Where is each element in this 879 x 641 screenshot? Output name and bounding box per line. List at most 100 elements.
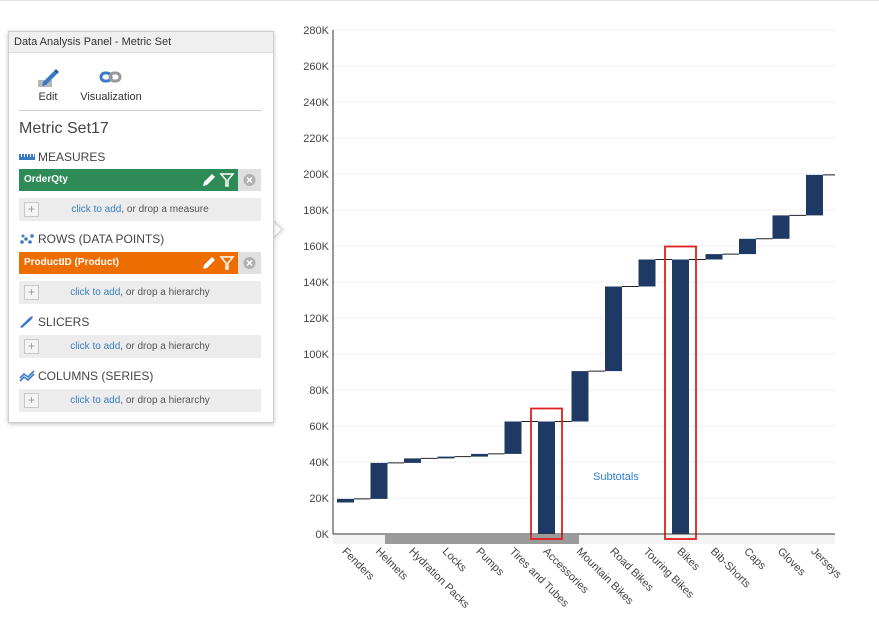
subtotal-highlights (530, 245, 697, 540)
x-tick-label: Gloves (775, 546, 808, 579)
bar-pumps (471, 453, 488, 457)
y-tick-label: 140K (303, 277, 329, 289)
add-plus-icon[interactable]: + (24, 285, 39, 300)
y-axis-ticks: 0K 20K 40K 60K 80K 100K 120K 140K 160K 180K 200K 22… (303, 25, 329, 541)
bar-touring-bikes (638, 259, 656, 287)
y-tick-label: 220K (303, 133, 329, 145)
pencil-edit-icon (38, 69, 59, 87)
drop-hint: , or drop a hierarchy (120, 287, 210, 298)
panel-title: Data Analysis Panel - Metric Set (9, 32, 273, 53)
y-tick-label: 80K (309, 385, 329, 397)
scatter-rows-icon (20, 234, 34, 244)
x-tick-label: Tires and Tubes (507, 546, 571, 610)
subtotal-highlight-box (664, 245, 697, 540)
measures-dropzone[interactable]: + click to add, or drop a measure (19, 198, 261, 221)
measure-field-label[interactable]: OrderQty (19, 169, 238, 191)
pencil-icon[interactable] (201, 255, 217, 271)
x-tick-label: Pumps (473, 546, 506, 579)
row-field-label[interactable]: ProductID (Product) (19, 252, 238, 274)
x-tick-label: Locks (440, 546, 469, 575)
measures-title: MEASURES (38, 150, 106, 164)
x-scrollbar (333, 535, 835, 544)
bar-tires-and-tubes (504, 421, 522, 454)
subtotal-highlight-box (530, 407, 563, 540)
pencil-icon[interactable] (201, 172, 217, 188)
filter-icon[interactable] (219, 255, 235, 271)
data-analysis-panel: Data Analysis Panel - Metric Set Edit Vi… (8, 31, 274, 423)
annotations: Subtotals (593, 471, 639, 483)
x-tick-label: Hydration Packs (406, 546, 471, 611)
y-tick-label: 100K (303, 349, 329, 361)
top-border (0, 0, 879, 1)
add-plus-icon[interactable]: + (24, 202, 39, 217)
metric-set-name: Metric Set17 (19, 120, 109, 137)
columns-dropzone[interactable]: + click to add, or drop a hierarchy (19, 389, 261, 412)
row-productid: ProductID (Product) (19, 252, 261, 274)
scrollbar-track (333, 535, 835, 544)
click-to-add-link[interactable]: click to add (70, 341, 121, 352)
link-visualization-icon (99, 71, 122, 83)
rows-title: ROWS (DATA POINTS) (38, 232, 165, 246)
x-tick-label: Caps (741, 546, 768, 573)
add-plus-icon[interactable]: + (24, 393, 39, 408)
y-tick-label: 260K (303, 61, 329, 73)
y-tick-label: 20K (309, 493, 329, 505)
edit-button[interactable]: Edit (37, 68, 59, 103)
drop-hint: , or drop a measure (121, 204, 209, 215)
toolbar-divider (19, 110, 262, 111)
bar-bib-shorts (705, 254, 723, 260)
visualization-label: Visualization (80, 91, 142, 103)
bar-locks (437, 456, 455, 459)
x-tick-label: Bikes (674, 546, 702, 574)
y-tick-label: 120K (303, 313, 329, 325)
columns-section-title: COLUMNS (SERIES) (19, 369, 153, 383)
columns-title: COLUMNS (SERIES) (38, 369, 154, 383)
edit-label: Edit (38, 91, 58, 103)
add-plus-icon[interactable]: + (24, 339, 39, 354)
y-tick-label: 60K (309, 421, 329, 433)
axes (332, 30, 835, 535)
measure-orderqty: OrderQty (19, 169, 261, 191)
y-tick-label: 200K (303, 169, 329, 181)
remove-row-button[interactable] (238, 252, 261, 274)
bar-bikes (672, 259, 689, 534)
bar-caps (739, 238, 756, 255)
line-series-icon (19, 370, 35, 382)
rows-dropzone[interactable]: + click to add, or drop a hierarchy (19, 281, 261, 304)
measures-section-title: MEASURES (19, 150, 105, 164)
x-tick-label: Fenders (339, 546, 376, 583)
remove-circle-icon (243, 174, 256, 186)
y-tick-label: 40K (309, 457, 329, 469)
bar-fenders (337, 498, 354, 503)
connector-lines (354, 174, 835, 500)
knife-slicers-icon (20, 316, 33, 328)
visualization-button[interactable]: Visualization (80, 68, 142, 103)
remove-measure-button[interactable] (238, 169, 261, 191)
y-tick-label: 240K (303, 97, 329, 109)
x-tick-label: Mountain Bikes (574, 546, 636, 608)
drop-hint: , or drop a hierarchy (120, 341, 210, 352)
scrollbar-thumb (385, 535, 579, 544)
ruler-measures-icon (19, 154, 35, 160)
grid-lines (333, 29, 835, 499)
subtotals-annotation: Subtotals (593, 471, 639, 483)
bar-accessories (538, 421, 555, 534)
drop-hint: , or drop a hierarchy (120, 395, 210, 406)
y-tick-label: 0K (316, 529, 330, 541)
y-tick-label: 180K (303, 205, 329, 217)
filter-icon[interactable] (219, 172, 235, 188)
y-tick-label: 280K (303, 25, 329, 37)
rows-section-title: ROWS (DATA POINTS) (19, 232, 164, 246)
x-tick-label: Helmets (373, 546, 410, 583)
bar-jerseys (806, 174, 823, 216)
remove-circle-icon (243, 257, 256, 269)
slicers-title: SLICERS (38, 315, 90, 329)
slicers-section-title: SLICERS (19, 315, 89, 329)
click-to-add-link[interactable]: click to add (71, 204, 122, 215)
slicers-dropzone[interactable]: + click to add, or drop a hierarchy (19, 335, 261, 358)
bars (337, 174, 823, 534)
click-to-add-link[interactable]: click to add (70, 287, 121, 298)
click-to-add-link[interactable]: click to add (70, 395, 121, 406)
